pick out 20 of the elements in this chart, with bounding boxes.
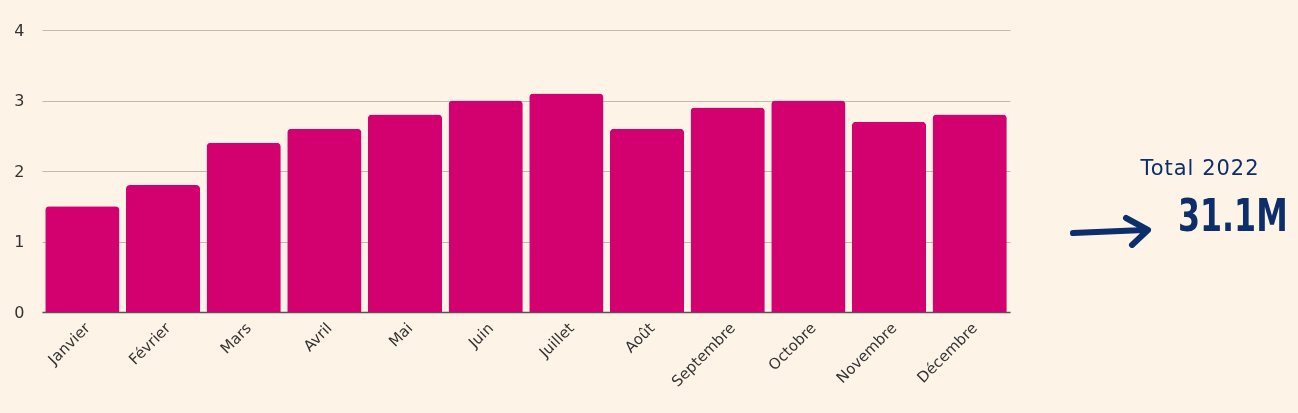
bar bbox=[206, 142, 281, 312]
y-tick-label: 1 bbox=[14, 232, 25, 251]
bar bbox=[932, 114, 1007, 312]
bar bbox=[367, 114, 443, 312]
bar bbox=[125, 185, 201, 312]
bar bbox=[851, 121, 927, 312]
x-tick-label: Mai bbox=[384, 319, 417, 351]
y-tick-label: 4 bbox=[14, 20, 25, 40]
bar bbox=[45, 206, 120, 312]
text: Total 2022 bbox=[1139, 156, 1261, 180]
bar bbox=[771, 100, 846, 312]
bar bbox=[287, 128, 362, 312]
bar bbox=[529, 93, 604, 312]
bar bbox=[690, 107, 765, 312]
text: 31.1M bbox=[1178, 190, 1288, 241]
y-tick-label: 3 bbox=[14, 91, 25, 110]
y-tick-label: 2 bbox=[14, 161, 25, 181]
y-tick-label: 0 bbox=[14, 302, 25, 322]
bar bbox=[609, 128, 685, 312]
bar bbox=[448, 100, 523, 312]
